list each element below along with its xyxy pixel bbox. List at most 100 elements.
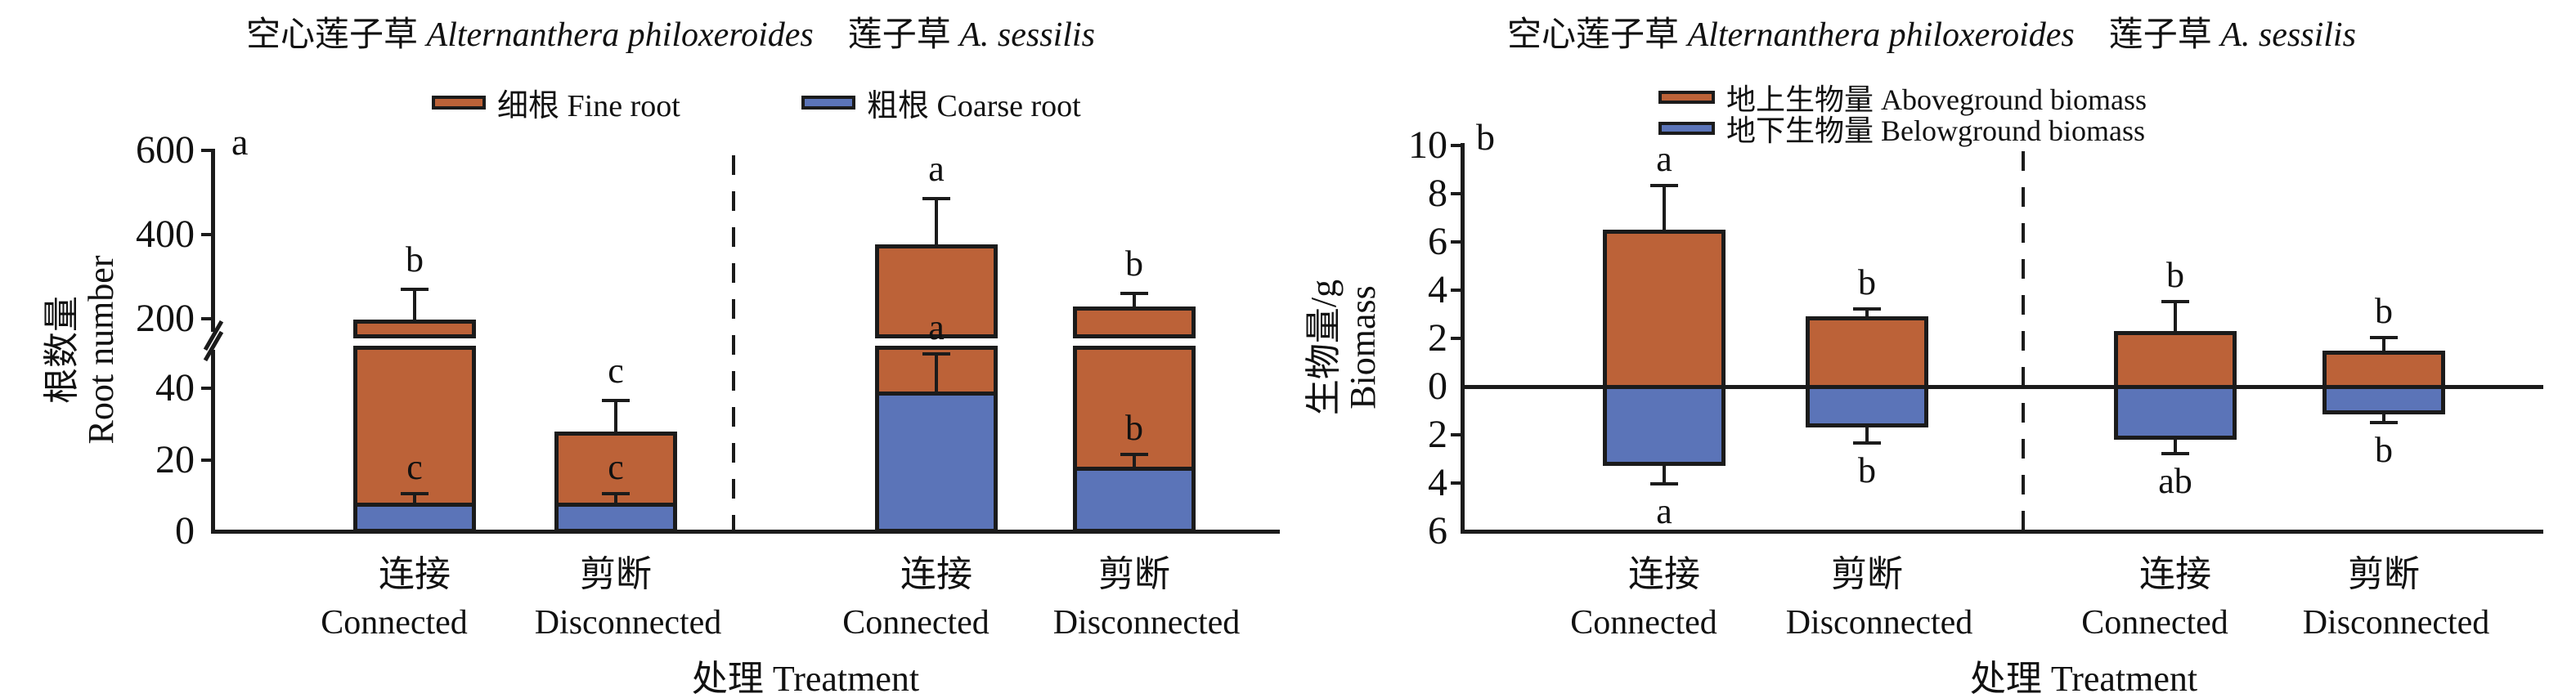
y-axis-label-root-number: 根数量 Root number	[42, 255, 121, 445]
bar-coarse-root	[1073, 467, 1196, 533]
y-axis-line	[1461, 143, 1465, 534]
sig-letter-coarse: b	[1125, 407, 1143, 448]
sig-letter-total: b	[1125, 243, 1143, 284]
bar-aboveground-biomass	[2114, 331, 2237, 388]
legend-item: 地上生物量 Aboveground biomass	[1658, 78, 2147, 116]
title-species-latin: A. sessilis	[959, 16, 1095, 54]
x-axis-label-treatment: 处理 Treatment	[1969, 659, 2198, 698]
y-tick-label: 40	[155, 366, 195, 409]
error-bar-coarse	[413, 491, 416, 503]
error-bar-above	[2174, 299, 2177, 332]
y-tick-label: 8	[1428, 172, 1447, 215]
x-tick-label-zh: 连接	[379, 554, 451, 594]
sig-letter-below: a	[1656, 490, 1672, 531]
y-tick-label: 6	[1428, 509, 1447, 553]
x-tick-label-en: Connected	[321, 604, 468, 642]
x-tick-label-en: Disconnected	[2302, 604, 2490, 642]
legend-swatch-orange	[1658, 91, 1715, 104]
y-tick-label: 600	[136, 128, 195, 172]
bar-coarse-root	[353, 503, 476, 533]
legend-label: 细根 Fine root	[497, 88, 680, 123]
error-bar-cap	[602, 399, 630, 403]
y-axis-label-en: Biomass	[1343, 285, 1383, 409]
sig-letter-coarse: a	[928, 307, 945, 348]
y-tick-label: 4	[1428, 461, 1447, 504]
error-bar-total	[413, 288, 416, 320]
sig-letter-total: c	[608, 351, 624, 392]
x-axis-line	[1462, 530, 2543, 534]
legend-item: 粗根 Coarse root	[801, 83, 1081, 123]
title-species-latin: Alternanthera philoxeroides	[1687, 16, 2075, 54]
y-tick-mark	[1451, 289, 1462, 292]
error-bar-cap	[1650, 481, 1678, 485]
sig-letter-above: a	[1656, 139, 1672, 180]
y-tick-mark	[1451, 481, 1462, 485]
error-bar-below	[1663, 466, 1666, 485]
error-bar-above	[2382, 336, 2385, 351]
bar-fine-root-lower	[1073, 346, 1196, 468]
y-tick-label: 2	[1428, 316, 1447, 360]
error-bar-above	[1865, 306, 1869, 317]
legend-swatch-blue	[1658, 122, 1715, 135]
x-axis-label-treatment: 处理 Treatment	[691, 659, 920, 698]
y-tick-mark	[1451, 144, 1462, 147]
x-tick-label-zh: 连接	[2139, 554, 2211, 594]
sig-letter-total: a	[928, 149, 945, 190]
error-bar-cap	[602, 491, 630, 495]
sig-letter-coarse: c	[608, 446, 624, 487]
title-species-latin: Alternanthera philoxeroides	[426, 16, 814, 54]
sig-letter-above: b	[1858, 262, 1876, 302]
error-bar-below	[1865, 427, 1869, 445]
panel-a-letter: a	[231, 121, 249, 163]
x-tick-label-en: Connected	[2081, 604, 2228, 642]
sig-letter-above: b	[2375, 291, 2393, 332]
y-axis-label-en: Root number	[81, 255, 121, 445]
bar-belowground-biomass	[1603, 387, 1726, 467]
bar-belowground-biomass	[1806, 387, 1928, 428]
error-bar-cap	[401, 288, 429, 292]
title-species-latin: A. sessilis	[2220, 16, 2356, 54]
zero-line	[1462, 385, 2543, 389]
error-bar-coarse	[1133, 452, 1136, 468]
error-bar-cap	[2370, 420, 2398, 424]
error-bar-cap	[1120, 452, 1148, 456]
title-species-zh: 空心莲子草	[1507, 16, 1688, 54]
x-tick-label-zh: 剪断	[1098, 554, 1170, 594]
sig-letter-below: b	[2375, 429, 2393, 470]
x-axis-line	[213, 530, 1280, 534]
y-tick-mark	[1451, 337, 1462, 340]
error-bar-total	[614, 399, 617, 432]
x-tick-label-zh: 连接	[900, 554, 972, 594]
error-bar-cap	[2161, 452, 2189, 456]
y-tick-label: 400	[136, 213, 195, 256]
bar-aboveground-biomass	[1806, 316, 1928, 388]
y-tick-mark	[201, 149, 213, 152]
y-tick-label: 0	[1428, 365, 1447, 408]
sig-letter-below: ab	[2158, 461, 2192, 502]
bar-belowground-biomass	[2114, 387, 2237, 440]
bar-coarse-root	[554, 503, 677, 533]
panel-a-title: 空心莲子草 Alternanthera philoxeroides 莲子草 A.…	[159, 7, 1182, 56]
bar-aboveground-biomass	[1603, 230, 1726, 388]
x-tick-label-en: Disconnected	[1785, 604, 1973, 642]
error-bar-cap	[1853, 441, 1881, 445]
error-bar-cap	[922, 197, 950, 201]
species-divider-dashed-line	[732, 155, 735, 530]
panel-b-letter: b	[1476, 116, 1495, 158]
y-tick-mark	[1451, 240, 1462, 244]
bar-fine-root-lower	[353, 346, 476, 503]
error-bar-below	[2174, 439, 2177, 456]
bar-fine-root-upper	[353, 320, 476, 338]
error-bar-below	[2382, 414, 2385, 424]
title-species-zh: 空心莲子草	[246, 16, 427, 54]
x-tick-label-en: Disconnected	[534, 604, 722, 642]
legend-swatch-blue	[801, 95, 855, 110]
error-bar-cap	[401, 491, 429, 495]
bar-aboveground-biomass	[2322, 350, 2445, 388]
species-divider-dashed-line	[2022, 151, 2025, 530]
x-tick-label-zh: 连接	[1628, 554, 1700, 594]
error-bar-cap	[1120, 291, 1148, 295]
legend-swatch-orange	[432, 95, 486, 110]
panel-b-title: 空心莲子草 Alternanthera philoxeroides 莲子草 A.…	[1420, 7, 2443, 56]
